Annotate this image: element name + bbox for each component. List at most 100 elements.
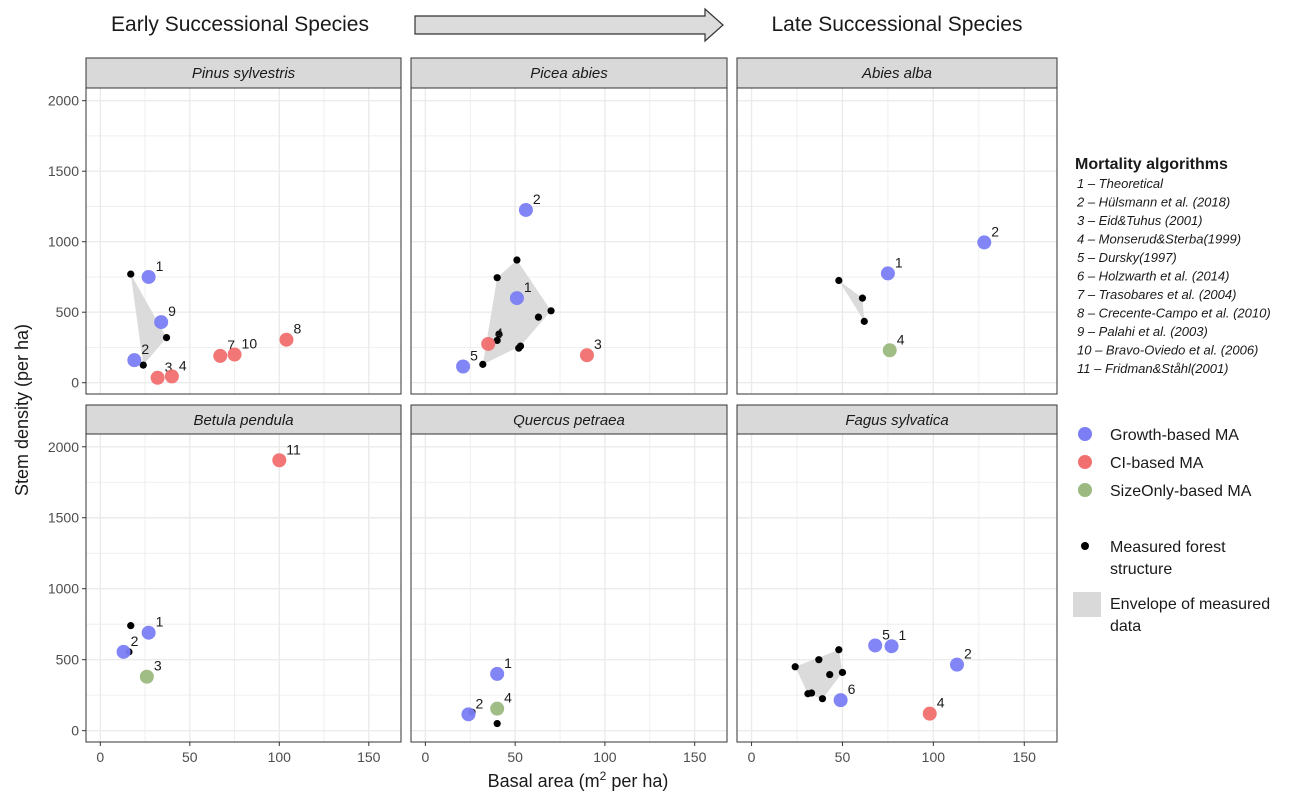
point-label-9: 9 — [168, 303, 176, 319]
measured-point — [127, 622, 135, 630]
measured-legend-label-1: Measured forest — [1110, 539, 1226, 556]
y-tick-label: 1000 — [48, 581, 79, 597]
point-label-11: 11 — [286, 441, 301, 457]
measured-point — [807, 689, 816, 697]
early-successional-label: Early Successional Species — [111, 13, 369, 36]
measured-point — [127, 270, 135, 278]
legend-label-size: SizeOnly-based MA — [1110, 483, 1252, 500]
y-tick-label: 2000 — [48, 93, 79, 109]
point-label-2: 2 — [141, 341, 149, 357]
point-label-5: 5 — [882, 626, 890, 642]
envelope-legend-key — [1073, 592, 1101, 617]
legend-label-growth: Growth-based MA — [1110, 427, 1239, 444]
algorithm-list: 1 – Theoretical 2 – Hülsmann et al. (2018… — [1076, 176, 1271, 376]
algorithm-point-4 — [164, 369, 179, 384]
algorithm-point-1 — [880, 266, 895, 281]
y-tick-label: 1500 — [48, 510, 79, 526]
x-tick-label: 0 — [96, 749, 104, 765]
measured-point — [493, 719, 501, 728]
measured-point — [547, 307, 555, 315]
plot-border — [736, 433, 1058, 743]
plot-border — [736, 87, 1058, 395]
point-label-4: 4 — [897, 331, 905, 347]
panel-strip — [410, 57, 728, 89]
y-tick-label: 500 — [56, 304, 80, 320]
algorithm-entry-8: 8 – Crecente-Campo et al. (2010) — [1077, 306, 1271, 321]
algorithm-point-2 — [461, 707, 476, 722]
x-tick-label: 50 — [507, 749, 523, 765]
envelope-legend-label-1: Envelope of measured — [1110, 596, 1270, 613]
measured-point — [493, 336, 501, 345]
algorithm-point-8 — [279, 332, 294, 347]
point-label-2: 2 — [131, 633, 139, 649]
point-label-5: 5 — [470, 348, 478, 364]
algorithm-point-2 — [127, 353, 142, 368]
algorithm-entry-6: 6 – Holzwarth et al. (2014) — [1077, 269, 1229, 284]
algorithm-point-1 — [509, 291, 524, 306]
plot-area — [86, 434, 401, 742]
point-label-1: 1 — [156, 614, 164, 630]
panel-title: Quercus petraea — [513, 412, 625, 429]
panel-title: Betula pendula — [193, 412, 293, 429]
algorithm-point-2 — [950, 657, 964, 672]
measured-point — [162, 333, 171, 342]
measured-point — [479, 360, 487, 368]
plot-border — [85, 433, 402, 743]
y-tick-label: 1500 — [48, 163, 79, 179]
algorithm-point-1 — [490, 666, 505, 681]
panel-title: Fagus sylvatica — [845, 412, 948, 429]
measured-legend-key — [1081, 542, 1089, 550]
point-label-2: 2 — [991, 223, 999, 239]
point-label-8: 8 — [293, 321, 301, 337]
legend-key-size — [1078, 483, 1092, 497]
algorithm-point-5 — [456, 359, 471, 374]
panel-quercus-petraea: Quercus petraea 1 4 2 0 50 100 150 — [410, 404, 728, 765]
algorithm-point-2 — [977, 235, 992, 250]
measured-envelope — [795, 649, 843, 699]
panel-strip — [85, 404, 402, 435]
point-label-2: 2 — [964, 646, 972, 662]
measured-point — [858, 294, 867, 302]
algorithm-point-2 — [518, 202, 533, 217]
y-tick-label: 1000 — [48, 234, 79, 250]
measured-envelope — [838, 280, 865, 322]
point-label-2: 2 — [533, 191, 541, 207]
y-tick-label: 0 — [71, 723, 79, 739]
measured-point — [534, 313, 543, 321]
algorithm-point-3 — [579, 348, 594, 363]
point-label-1: 1 — [156, 258, 164, 274]
measured-point — [835, 646, 843, 654]
plot-border — [410, 87, 728, 395]
panel-title: Pinus sylvestris — [192, 65, 296, 82]
x-tick-label: 100 — [922, 749, 946, 765]
algorithm-entry-11: 11 – Fridman&Ståhl(2001) — [1077, 361, 1229, 376]
measured-point — [838, 668, 847, 677]
panel-title: Abies alba — [861, 65, 932, 82]
point-label-4: 4 — [179, 357, 187, 373]
algorithm-point-11 — [272, 453, 287, 468]
algorithm-point-7 — [213, 348, 228, 363]
algorithm-point-5 — [868, 638, 883, 653]
panel-strip — [85, 57, 402, 89]
x-tick-label: 50 — [835, 749, 851, 765]
plot-border — [410, 433, 728, 743]
x-axis-label: Basal area (m2 per ha) — [488, 769, 669, 791]
algorithm-entry-5: 5 – Dursky(1997) — [1077, 250, 1177, 265]
panel-abies-alba: Abies alba 2 1 4 — [736, 57, 1058, 395]
plot-area — [86, 88, 401, 394]
plot-border — [85, 87, 402, 395]
late-successional-label: Late Successional Species — [772, 13, 1023, 36]
point-label-1: 1 — [895, 254, 903, 270]
panel-pinus-sylvestris: Pinus sylvestris 1 9 23 4 7 10 8 0 500 1000 1500 200… — [48, 57, 402, 395]
point-label-10: 10 — [242, 336, 258, 352]
x-tick-label: 0 — [748, 749, 756, 765]
panel-fagus-sylvatica: Fagus sylvatica 5 1 2 6 4 0 50 100 150 — [736, 404, 1058, 765]
point-label-3: 3 — [594, 336, 602, 352]
legend: Mortality algorithms 1 – Theoretical 2 – … — [1073, 156, 1271, 635]
point-label-1: 1 — [899, 627, 907, 643]
algorithm-entry-1: 1 – Theoretical — [1077, 176, 1164, 191]
y-tick-label: 2000 — [48, 439, 79, 455]
measured-point — [860, 317, 868, 325]
